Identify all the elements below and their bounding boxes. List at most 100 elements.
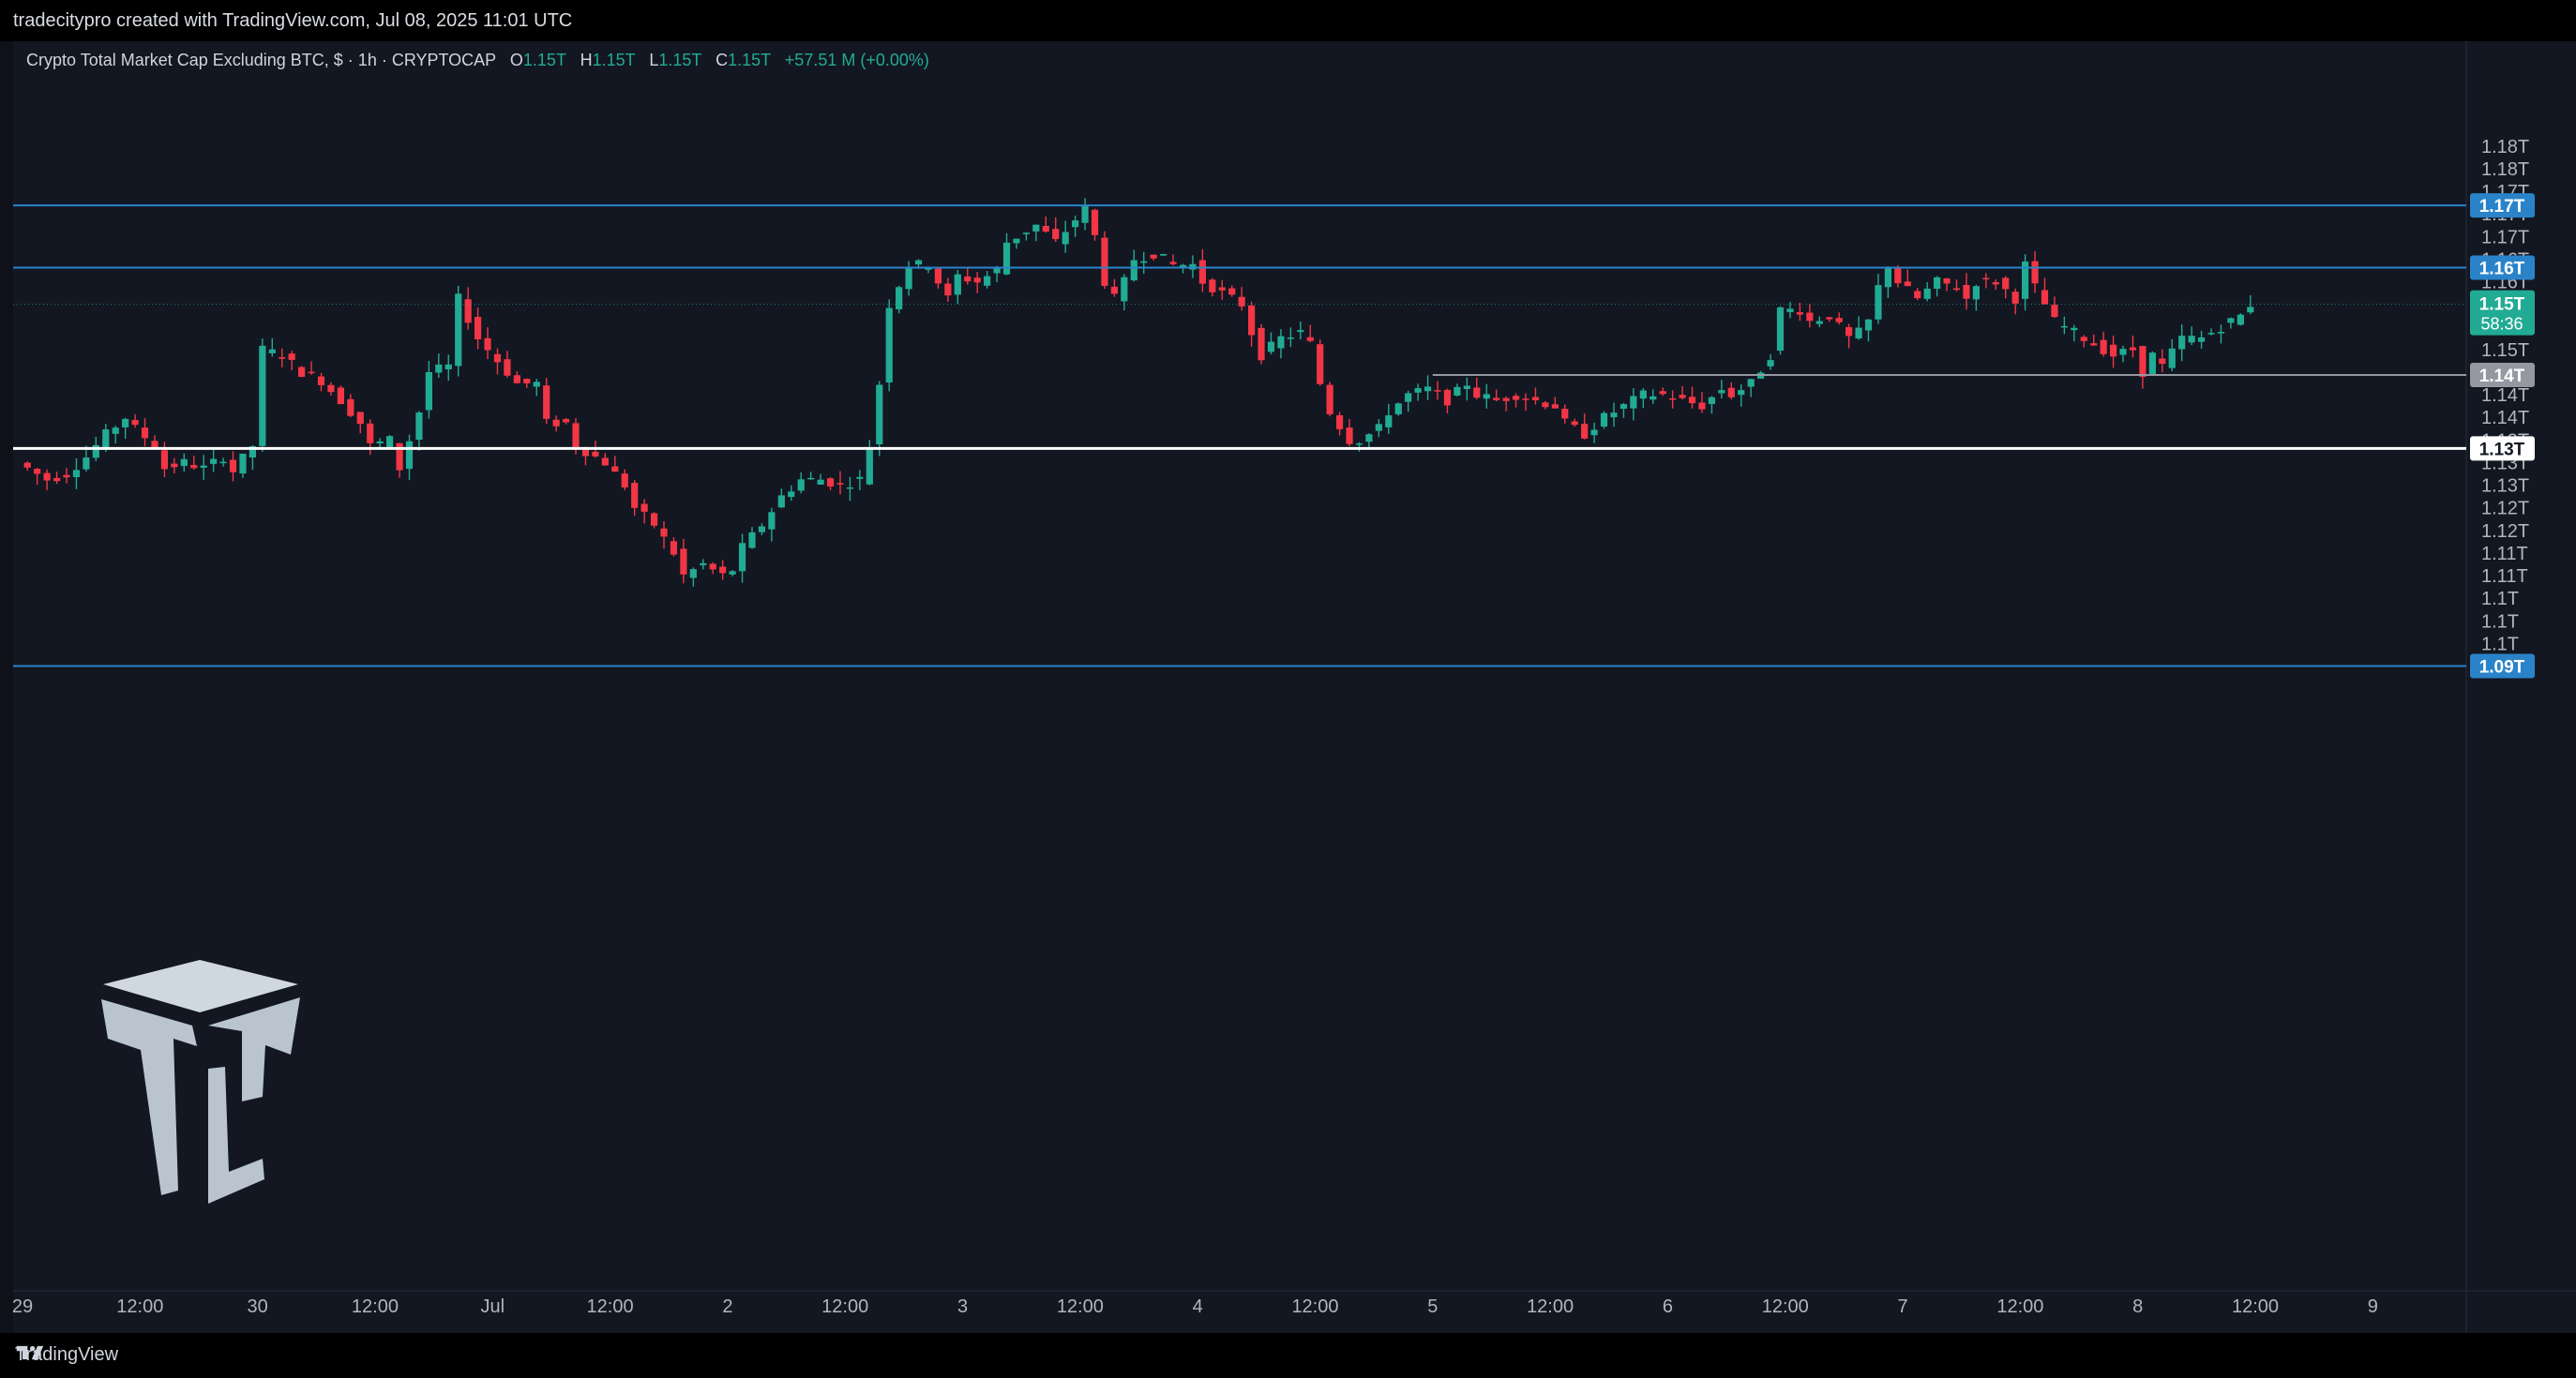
y-tick-label: 1.17T: [2481, 227, 2529, 247]
candle-body: [1864, 319, 1873, 331]
tradingview-logo-icon: [16, 1345, 44, 1360]
candle-body: [219, 461, 227, 464]
candle-body: [34, 469, 41, 474]
candle-body: [435, 364, 443, 373]
candle-body: [1826, 317, 1833, 320]
candle-body: [1493, 397, 1500, 400]
candle-body: [2090, 343, 2098, 346]
x-tick-label: 12:00: [1762, 1296, 1809, 1317]
tradingview-brand[interactable]: TradingView: [15, 1344, 118, 1366]
candle-body: [2129, 347, 2137, 351]
candle-body: [817, 479, 824, 485]
candle-body: [2168, 348, 2176, 368]
candle-body: [1815, 321, 1823, 324]
candle-body: [1130, 260, 1137, 281]
candle-body: [268, 349, 276, 353]
candle-body: [1502, 397, 1510, 401]
candle-body: [1434, 390, 1441, 392]
candle-body: [1806, 312, 1814, 322]
candle-body: [1786, 308, 1794, 312]
candle-body: [131, 420, 139, 426]
x-tick-label: 12:00: [1057, 1296, 1104, 1317]
candle-body: [1110, 286, 1118, 294]
candle-body: [1982, 277, 1990, 279]
symbol-title: Crypto Total Market Cap Excluding BTC, $…: [26, 51, 496, 69]
y-tick-label: 1.11T: [2481, 566, 2528, 587]
candle-body: [1042, 225, 1049, 232]
watermark-shape: [208, 997, 300, 1101]
candle-body: [533, 382, 540, 387]
candle-body: [905, 267, 912, 290]
candle-body: [523, 379, 531, 383]
close-value: 1.15T: [728, 51, 771, 69]
level-price-label: 1.13T: [2479, 440, 2525, 459]
candle-body: [1845, 327, 1853, 337]
candle-body: [444, 364, 452, 370]
candle-body: [934, 268, 942, 284]
candle-body: [386, 436, 394, 447]
candle-body: [425, 372, 432, 411]
candle-body: [1835, 318, 1843, 322]
y-tick-label: 1.1T: [2481, 611, 2519, 632]
candle-body: [640, 503, 648, 512]
candle-body: [1394, 403, 1402, 414]
candle-body: [788, 491, 795, 498]
candle-body: [2011, 292, 2019, 304]
candle-body: [777, 495, 785, 508]
candle-body: [1346, 427, 1353, 444]
candle-body: [836, 483, 844, 485]
candle-body: [1454, 386, 1461, 396]
price-chart[interactable]: 1.18T1.18T1.17T1.17T1.17T1.16T1.16T1.16T…: [0, 0, 2576, 1333]
candle-body: [376, 441, 384, 444]
candle-body: [1884, 267, 1891, 288]
candle-body: [1904, 281, 1911, 287]
candle-body: [768, 512, 776, 530]
low-label: L: [649, 51, 659, 69]
snapshot-caption: tradecitypro created with TradingView.co…: [0, 0, 2576, 41]
candle-body: [1150, 254, 1157, 259]
candle-body: [1072, 220, 1079, 228]
candle-body: [1267, 341, 1275, 352]
candle-body: [896, 287, 903, 309]
candle-body: [2109, 344, 2117, 357]
candle-body: [1405, 393, 1412, 402]
candle-body: [1238, 296, 1245, 307]
y-tick-label: 1.12T: [2481, 499, 2529, 519]
candle-body: [1463, 385, 1470, 390]
candle-body: [2051, 305, 2058, 318]
y-tick-label: 1.1T: [2481, 634, 2519, 654]
watermark-logo-icon: [101, 960, 300, 1204]
candle-body: [2100, 339, 2107, 354]
candle-body: [239, 454, 247, 474]
candle-body: [1198, 260, 1206, 284]
candle-body: [1355, 443, 1363, 445]
candle-body: [249, 446, 257, 458]
candle-body: [1081, 204, 1089, 223]
candle-body: [171, 463, 178, 468]
x-tick-label: 2: [722, 1296, 732, 1317]
candle-body: [1013, 238, 1020, 244]
candle-body: [1326, 384, 1333, 414]
candle-body: [1542, 402, 1549, 408]
candle-body: [474, 317, 482, 339]
candle-body: [1443, 389, 1452, 406]
candle-body: [1934, 277, 1941, 290]
candle-body: [2021, 261, 2029, 299]
candle-body: [973, 277, 981, 283]
candle-body: [1512, 396, 1520, 400]
candle-body: [347, 398, 354, 416]
candle-body: [1630, 396, 1637, 409]
candle-body: [2197, 337, 2206, 342]
candle-body: [601, 457, 609, 466]
chart-frame[interactable]: [13, 41, 2576, 1333]
candle-body: [1718, 390, 1725, 394]
candle-body: [83, 457, 90, 470]
candle-body: [1727, 387, 1735, 397]
candle-body: [1218, 287, 1226, 291]
candle-body: [1679, 395, 1686, 398]
candle-body: [415, 412, 423, 441]
candle-body: [1943, 277, 1951, 284]
candle-body: [1306, 337, 1314, 341]
candle-body: [984, 276, 991, 286]
